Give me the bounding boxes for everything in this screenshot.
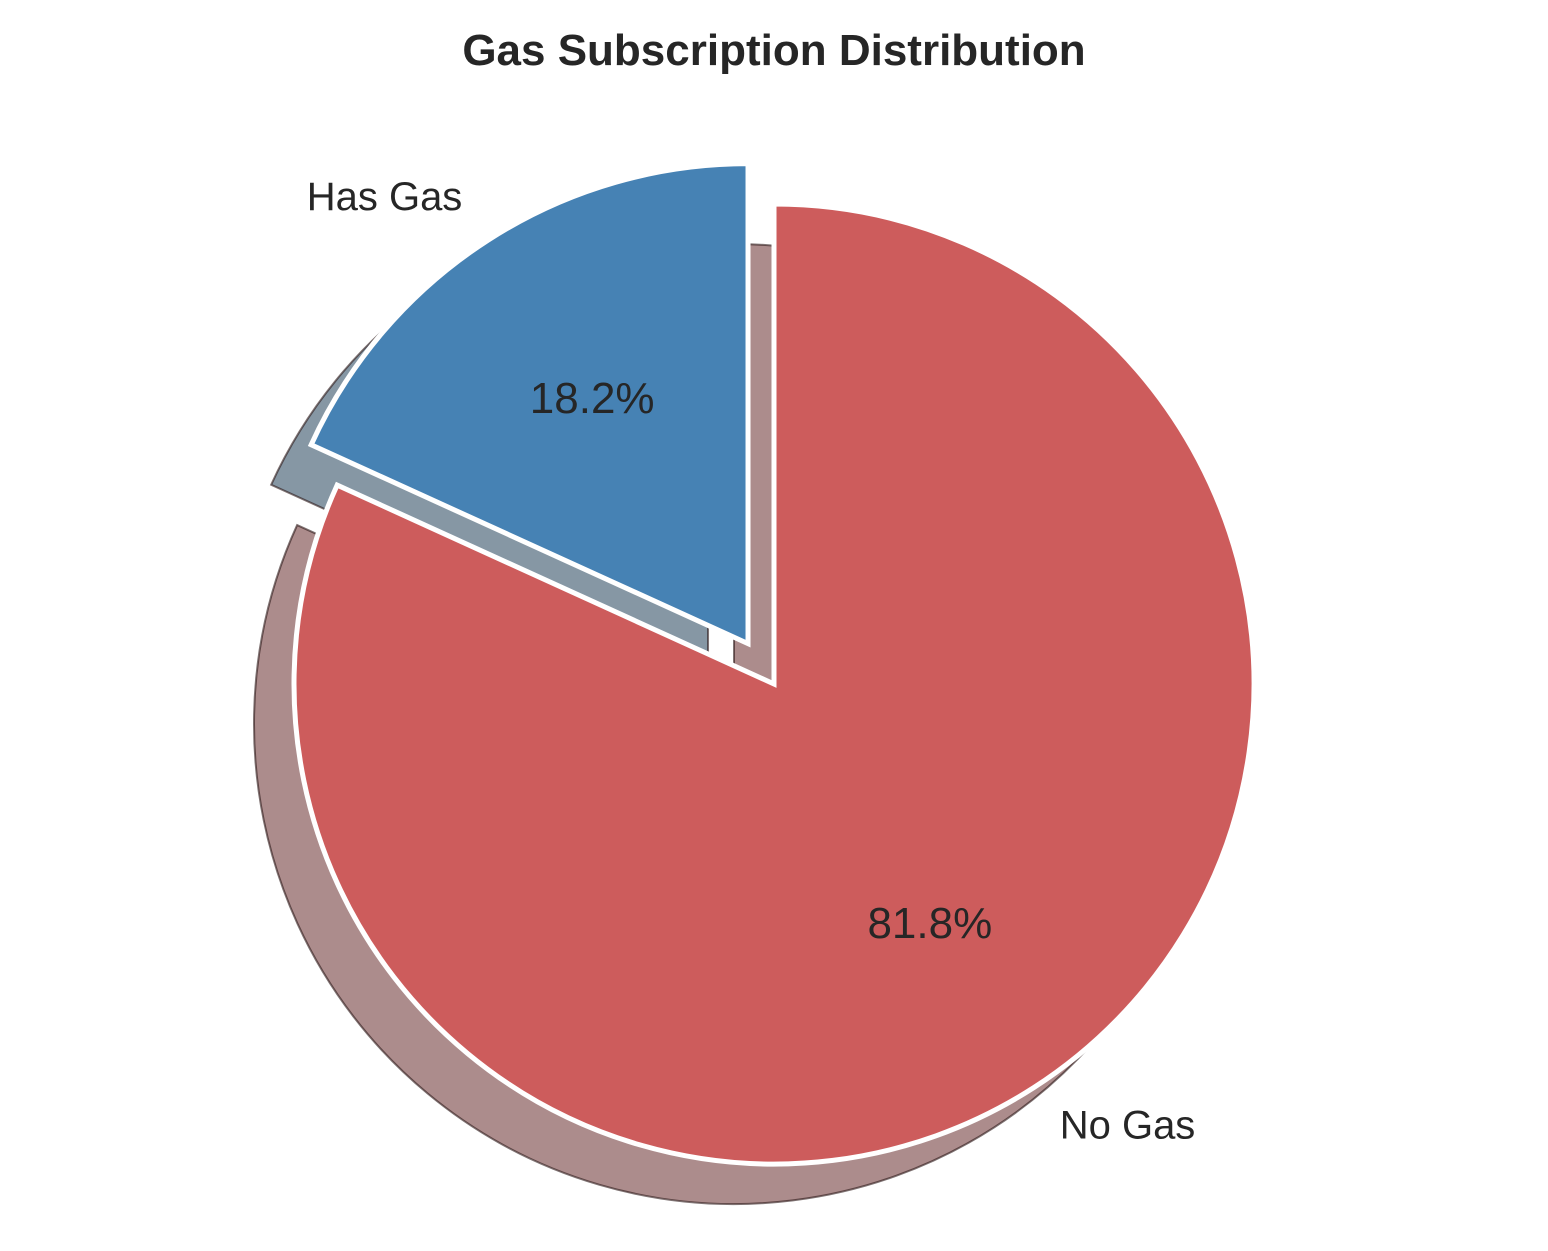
chart-title: Gas Subscription Distribution bbox=[462, 26, 1085, 75]
slice-layer bbox=[291, 161, 1257, 1167]
slice-percent-has-gas: 18.2% bbox=[530, 374, 655, 423]
slice-label-has-gas: Has Gas bbox=[307, 175, 463, 219]
pie-slice-no-gas bbox=[291, 201, 1257, 1167]
slice-percent-no-gas: 81.8% bbox=[867, 899, 992, 948]
label-layer: No Gas 81.8% Has Gas 18.2% bbox=[307, 175, 1196, 1147]
pie-slice-has-gas bbox=[307, 161, 751, 648]
slice-label-no-gas: No Gas bbox=[1060, 1104, 1196, 1148]
